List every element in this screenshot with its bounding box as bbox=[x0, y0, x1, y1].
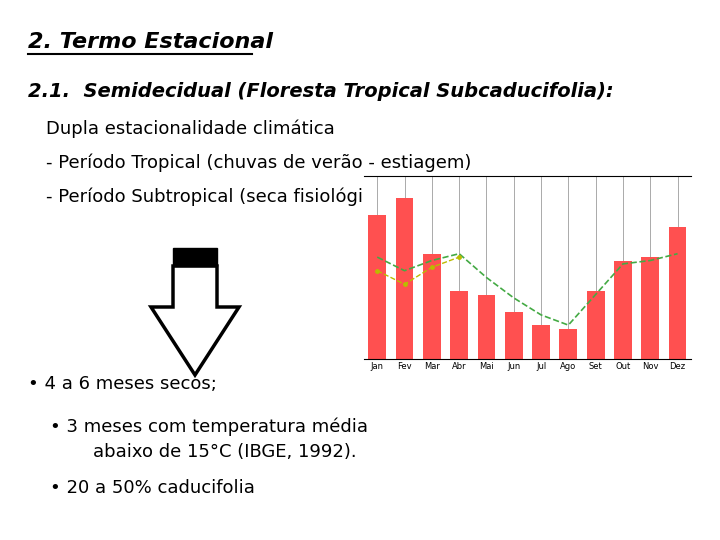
Bar bbox=[669, 226, 686, 359]
Bar bbox=[450, 291, 468, 359]
Bar bbox=[532, 325, 550, 359]
Bar bbox=[396, 198, 413, 359]
Text: 2.1.  Semidecidual (Floresta Tropical Subcaducifolia):: 2.1. Semidecidual (Floresta Tropical Sub… bbox=[28, 82, 613, 101]
Polygon shape bbox=[173, 248, 217, 266]
Polygon shape bbox=[151, 266, 239, 375]
Bar bbox=[477, 294, 495, 359]
Bar bbox=[587, 291, 605, 359]
Text: Dupla estacionalidade climática: Dupla estacionalidade climática bbox=[46, 120, 335, 138]
Bar bbox=[505, 312, 523, 359]
Text: abaixo de 15°C (IBGE, 1992).: abaixo de 15°C (IBGE, 1992). bbox=[70, 443, 356, 461]
Text: • 4 a 6 meses secos;: • 4 a 6 meses secos; bbox=[28, 375, 217, 393]
Bar bbox=[642, 257, 659, 359]
Text: - Período Subtropical (seca fisiológica): - Período Subtropical (seca fisiológica) bbox=[46, 188, 391, 206]
Bar bbox=[369, 214, 386, 359]
Bar bbox=[559, 328, 577, 359]
Text: 2. Termo Estacional: 2. Termo Estacional bbox=[28, 32, 273, 52]
Bar bbox=[423, 254, 441, 359]
Bar bbox=[614, 260, 632, 359]
Text: - Período Tropical (chuvas de verão - estiagem): - Período Tropical (chuvas de verão - es… bbox=[46, 154, 472, 172]
Text: • 3 meses com temperatura média: • 3 meses com temperatura média bbox=[50, 417, 368, 435]
Text: • 20 a 50% caducifolia: • 20 a 50% caducifolia bbox=[50, 479, 255, 497]
